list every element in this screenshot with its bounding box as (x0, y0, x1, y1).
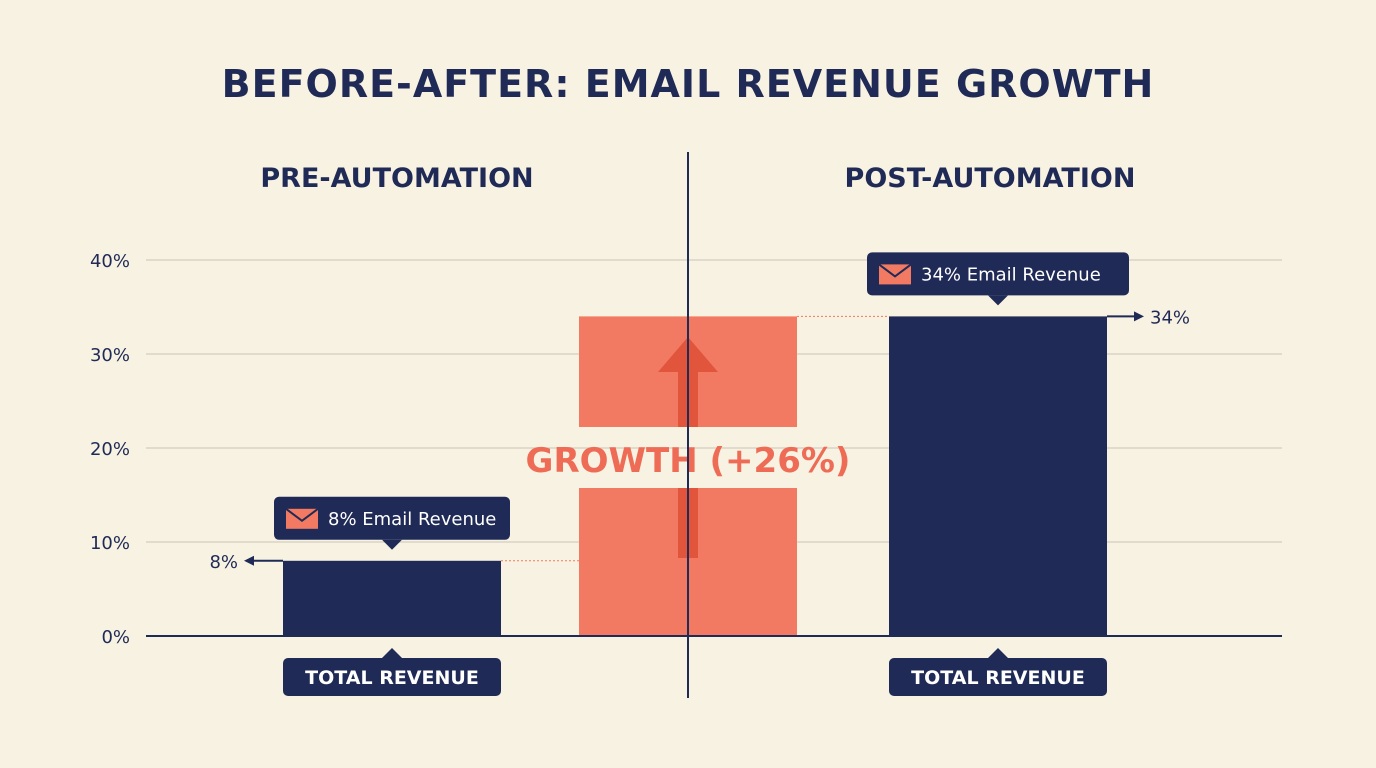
panel-title-pre: PRE-AUTOMATION (260, 163, 533, 194)
y-tick-label: 20% (90, 439, 130, 460)
chart-title: BEFORE-AFTER: EMAIL REVENUE GROWTH (222, 62, 1155, 106)
callout-text: 8% Email Revenue (328, 509, 496, 530)
envelope-flap (878, 263, 912, 278)
y-tick-label: 0% (101, 627, 130, 648)
y-tick-label: 40% (90, 251, 130, 272)
callout-text: 34% Email Revenue (921, 264, 1101, 285)
callout-box (867, 252, 1129, 296)
bar (283, 560, 501, 636)
value-label: 34% (1150, 307, 1190, 328)
category-label: TOTAL REVENUE (911, 667, 1085, 689)
category-box (889, 658, 1107, 696)
arrow-left-icon (244, 555, 254, 566)
email-revenue-callout: 8% Email Revenue (274, 496, 510, 550)
email-revenue-callout: 34% Email Revenue (867, 252, 1129, 306)
category-label: TOTAL REVENUE (305, 667, 479, 689)
panel-title-post: POST-AUTOMATION (845, 163, 1136, 194)
arrow-right-icon (1134, 311, 1144, 322)
envelope-flap (285, 507, 319, 523)
y-tick-label: 30% (90, 345, 130, 366)
category-box (283, 658, 501, 696)
category-pointer (988, 648, 1008, 658)
callout-pointer (988, 295, 1008, 306)
bar (889, 316, 1107, 636)
callout-box (274, 496, 510, 540)
callout-pointer (382, 539, 402, 550)
category-pointer (382, 648, 402, 658)
value-label: 8% (209, 552, 238, 573)
y-tick-label: 10% (90, 533, 130, 554)
